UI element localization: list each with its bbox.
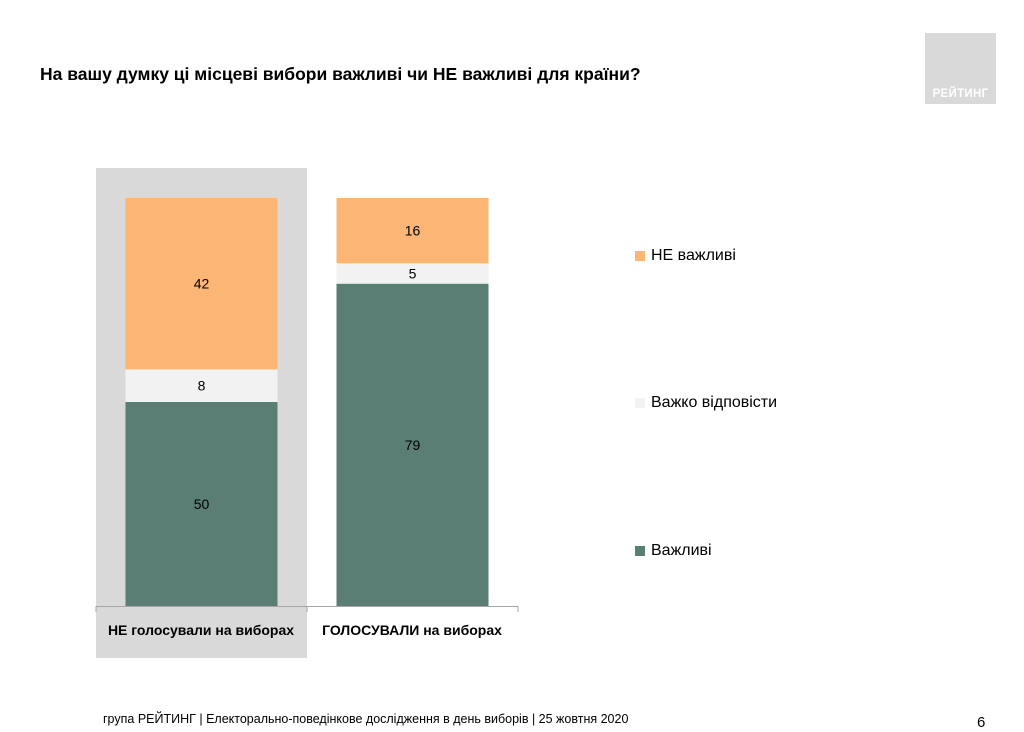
data-label-voted-hard-to-say: 5 xyxy=(409,265,417,281)
data-label-not-voted-important: 50 xyxy=(194,496,210,512)
legend-swatch-not-important xyxy=(635,251,645,261)
bar-not-voted-hard-to-say xyxy=(125,369,278,402)
data-label-not-voted-hard-to-say: 8 xyxy=(198,378,206,394)
legend-item-important: Важливі xyxy=(635,542,712,560)
legend-item-hard-to-say: Важко відповісти xyxy=(635,394,777,412)
page-number: 6 xyxy=(977,714,986,731)
legend-label-important: Важливі xyxy=(651,542,712,559)
data-label-voted-important: 79 xyxy=(405,437,421,453)
legend-item-not-important: НЕ важливі xyxy=(635,247,736,265)
legend-swatch-hard-to-say xyxy=(635,398,645,408)
slide-title: На вашу думку ці місцеві вибори важливі … xyxy=(40,64,641,84)
legend-label-hard-to-say: Важко відповісти xyxy=(651,394,778,411)
footer-text: група РЕЙТИНГ | Електорально-поведінкове… xyxy=(103,712,629,726)
data-label-not-voted-not-important: 42 xyxy=(194,276,210,292)
bar-not-voted-important xyxy=(125,402,278,606)
bar-voted-hard-to-say xyxy=(336,263,489,284)
bar-voted-important xyxy=(336,283,489,606)
legend-swatch-important xyxy=(635,546,645,556)
bar-voted-not-important xyxy=(336,198,489,264)
legend-label-not-important: НЕ важливі xyxy=(651,247,736,264)
bar-not-voted-not-important xyxy=(125,198,278,370)
category-label-not-voted: НЕ голосували на виборах xyxy=(107,622,295,638)
rating-logo: РЕЙТИНГ xyxy=(925,33,996,104)
category-label-voted: ГОЛОСУВАЛИ на виборах xyxy=(322,622,502,638)
logo-text: РЕЙТИНГ xyxy=(932,88,989,100)
data-label-voted-not-important: 16 xyxy=(405,223,421,239)
